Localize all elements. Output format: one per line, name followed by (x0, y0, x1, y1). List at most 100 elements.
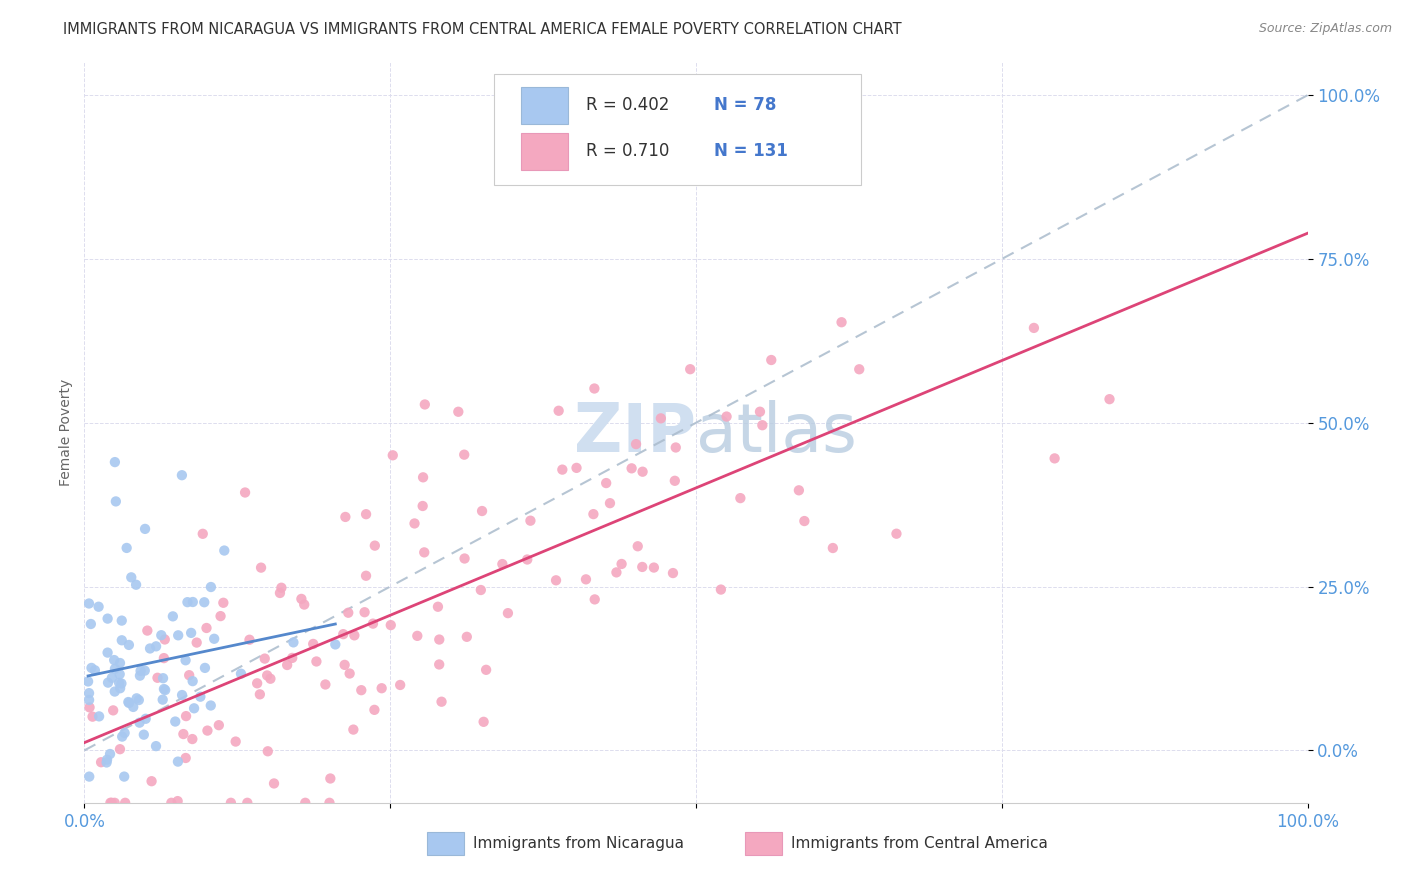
Point (125, 578, 148, 592)
Point (337, 606, 360, 620)
Point (111, 730, 134, 744)
Text: R = 0.710: R = 0.710 (586, 143, 669, 161)
Point (108, 656, 131, 670)
Text: ZIP: ZIP (574, 400, 696, 466)
Point (627, 539, 650, 553)
Point (129, 664, 152, 678)
Point (583, 382, 606, 396)
Point (212, 596, 235, 610)
Point (77, 674, 100, 689)
Point (471, 504, 494, 518)
Point (761, 353, 783, 368)
Point (787, 483, 810, 498)
Point (145, 739, 167, 753)
Point (186, 635, 208, 649)
FancyBboxPatch shape (494, 73, 860, 185)
Point (197, 723, 219, 738)
Point (134, 664, 156, 678)
Point (793, 514, 815, 528)
Point (100, 796, 122, 810)
Point (283, 635, 305, 649)
Point (269, 586, 291, 600)
Point (225, 734, 247, 748)
Point (115, 541, 138, 555)
Point (259, 672, 281, 686)
Point (104, 455, 127, 469)
Point (114, 726, 136, 740)
Point (381, 448, 404, 462)
Point (104, 796, 127, 810)
Point (350, 683, 373, 698)
Point (610, 557, 633, 571)
Point (332, 627, 354, 641)
Text: N = 78: N = 78 (714, 96, 776, 114)
Point (77, 770, 100, 784)
Point (412, 499, 434, 513)
Point (97, 675, 120, 690)
Point (318, 796, 340, 810)
Point (430, 695, 453, 709)
Point (97, 612, 120, 626)
Point (103, 653, 125, 667)
Point (82, 709, 104, 723)
Point (547, 403, 569, 417)
Point (583, 592, 606, 607)
Point (427, 632, 450, 647)
Point (233, 485, 256, 500)
Point (475, 663, 498, 677)
Point (132, 728, 155, 742)
Point (710, 582, 733, 597)
Point (229, 666, 252, 681)
Point (120, 570, 142, 584)
Point (516, 552, 538, 566)
Point (96, 753, 118, 767)
Point (118, 638, 141, 652)
Point (110, 676, 132, 690)
Point (111, 614, 134, 628)
Point (181, 674, 204, 689)
Point (170, 688, 193, 702)
Point (108, 681, 131, 696)
Point (575, 572, 598, 586)
Point (117, 695, 139, 709)
Point (353, 605, 375, 619)
Point (87, 709, 110, 723)
Point (153, 632, 176, 647)
Point (200, 698, 222, 713)
Point (631, 560, 654, 574)
Point (426, 599, 449, 614)
Point (413, 545, 436, 559)
Point (108, 742, 131, 756)
Point (821, 541, 844, 555)
FancyBboxPatch shape (427, 832, 464, 855)
Point (364, 539, 387, 553)
Point (679, 362, 702, 376)
Y-axis label: Female Poverty: Female Poverty (59, 379, 73, 486)
Point (447, 405, 470, 419)
Point (90, 756, 112, 770)
Point (389, 678, 412, 692)
Point (134, 522, 156, 536)
FancyBboxPatch shape (745, 832, 782, 855)
Point (323, 637, 346, 651)
Point (496, 606, 519, 620)
Point (108, 667, 131, 681)
Point (174, 653, 197, 667)
Point (80, 617, 103, 632)
Point (453, 551, 475, 566)
Point (270, 581, 292, 595)
Point (582, 507, 605, 521)
Point (176, 595, 198, 609)
Point (181, 732, 204, 747)
Text: Source: ZipAtlas.com: Source: ZipAtlas.com (1258, 22, 1392, 36)
Point (620, 461, 643, 475)
Point (112, 770, 135, 784)
Point (294, 796, 316, 810)
Point (643, 560, 665, 574)
Point (290, 591, 312, 606)
Point (152, 692, 174, 706)
Point (470, 582, 492, 597)
Point (305, 655, 328, 669)
Point (122, 700, 145, 714)
Point (195, 621, 218, 635)
